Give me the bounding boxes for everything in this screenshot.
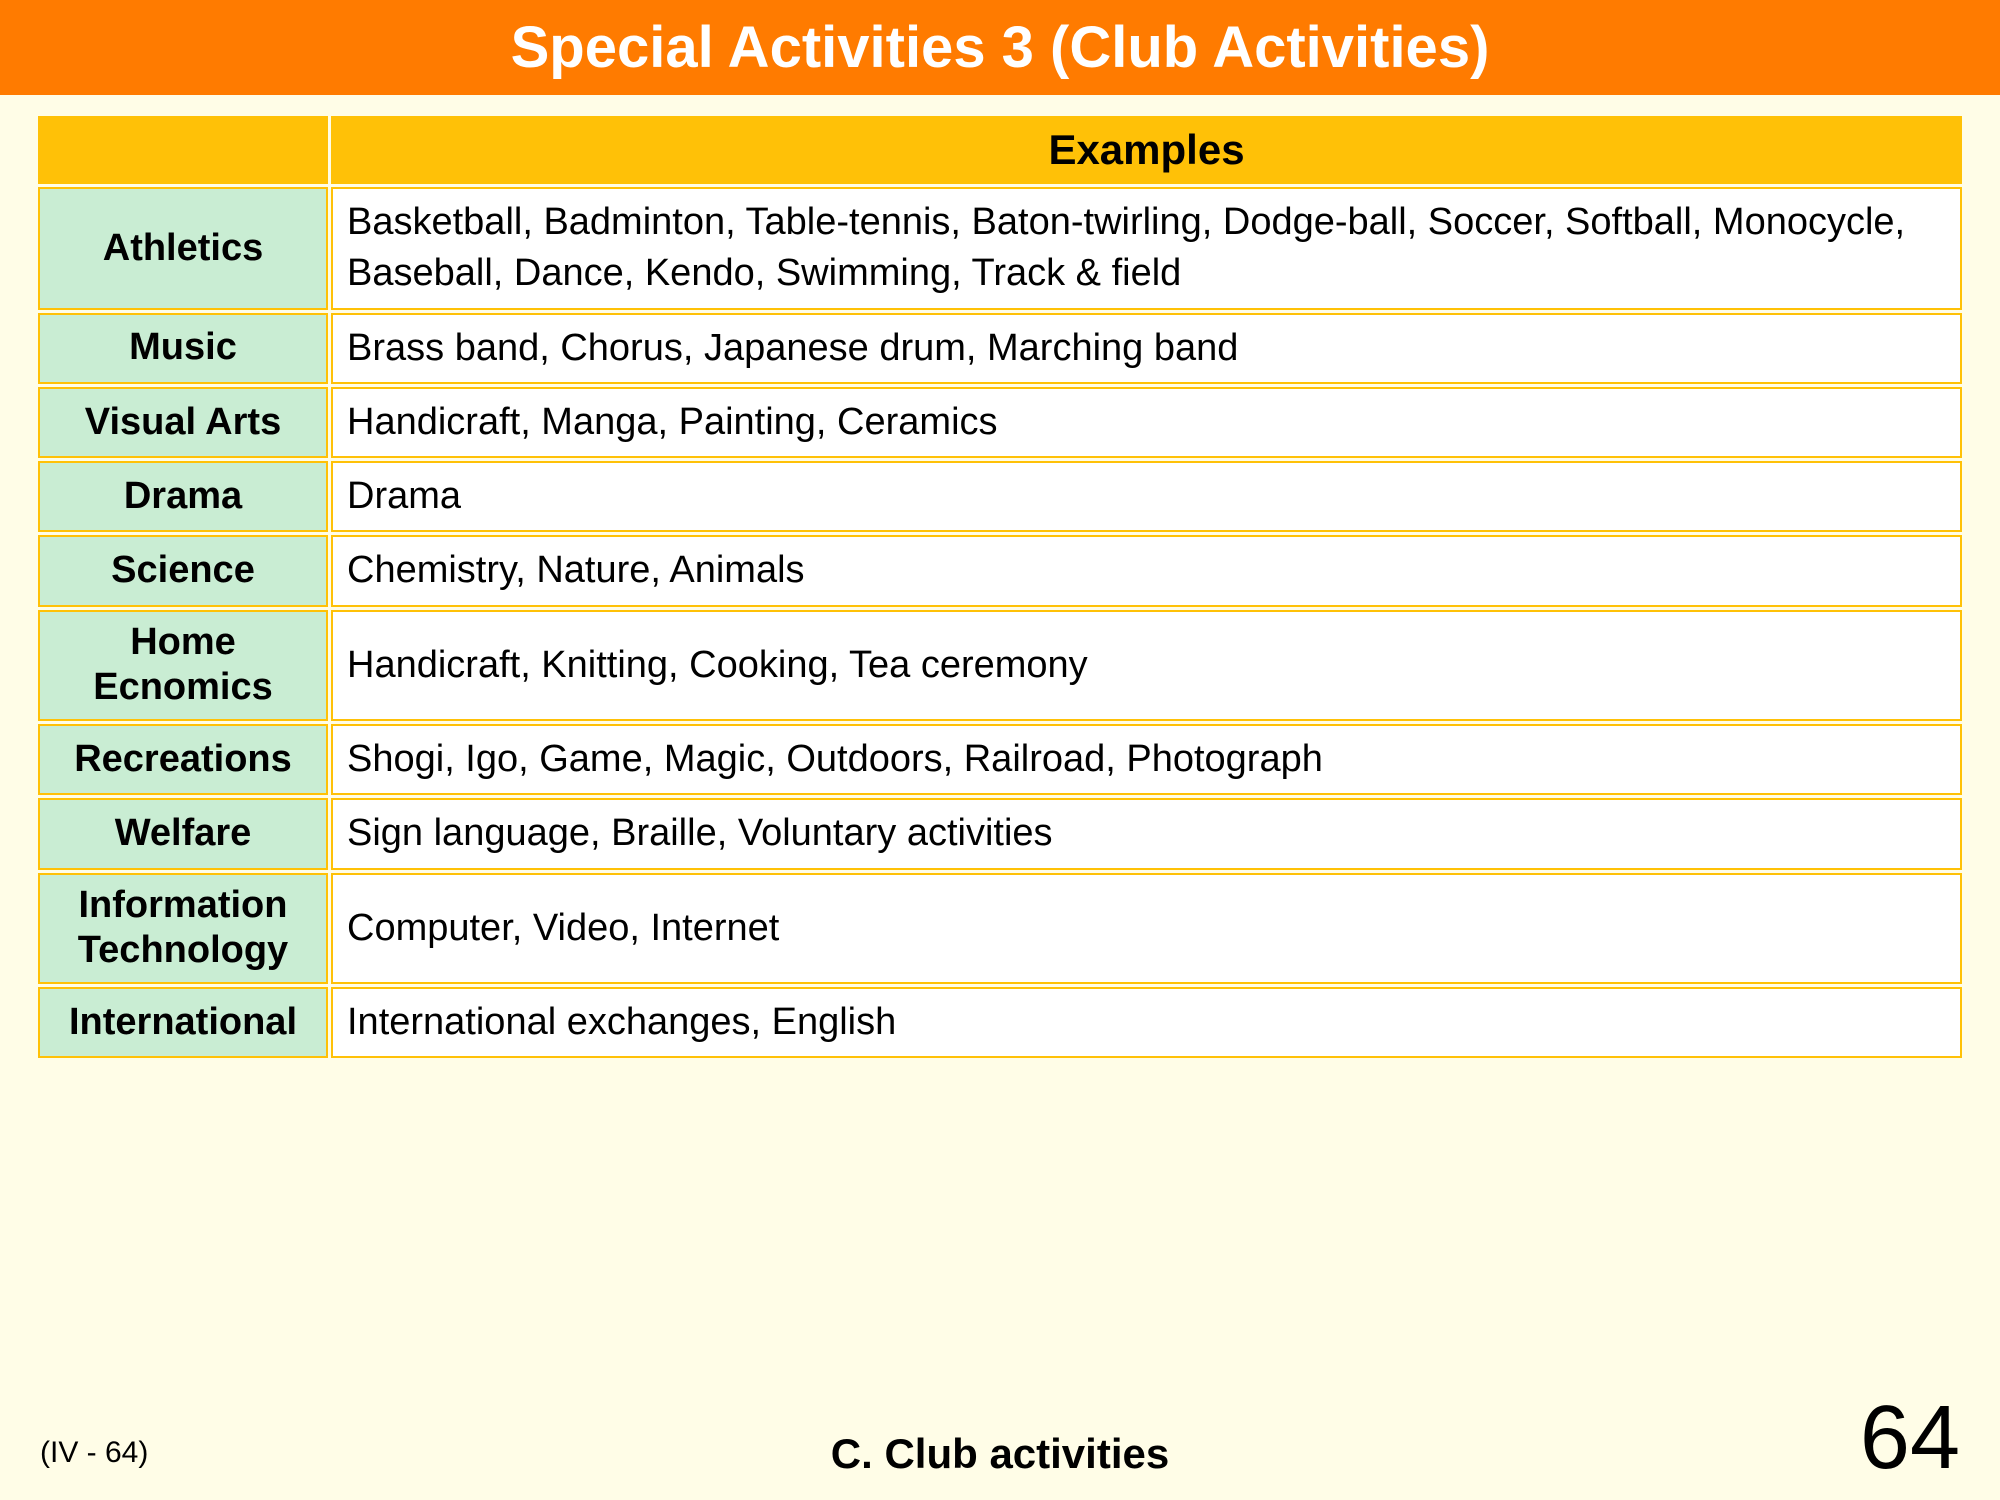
header-bar: Special Activities 3 (Club Activities) <box>0 0 2000 95</box>
category-cell: Recreations <box>38 724 328 795</box>
table-row: Music Brass band, Chorus, Japanese drum,… <box>38 313 1962 384</box>
page-title: Special Activities 3 (Club Activities) <box>0 14 2000 81</box>
table-corner-header <box>38 116 328 184</box>
example-cell: International exchanges, English <box>331 987 1962 1058</box>
content-area: Examples Athletics Basketball, Badminton… <box>0 95 2000 1061</box>
example-cell: Handicraft, Manga, Painting, Ceramics <box>331 387 1962 458</box>
category-cell: Science <box>38 535 328 606</box>
table-row: Visual Arts Handicraft, Manga, Painting,… <box>38 387 1962 458</box>
category-cell: International <box>38 987 328 1058</box>
table-row: Welfare Sign language, Braille, Voluntar… <box>38 798 1962 869</box>
table-row: International International exchanges, E… <box>38 987 1962 1058</box>
table-row: Recreations Shogi, Igo, Game, Magic, Out… <box>38 724 1962 795</box>
example-cell: Shogi, Igo, Game, Magic, Outdoors, Railr… <box>331 724 1962 795</box>
example-cell: Brass band, Chorus, Japanese drum, March… <box>331 313 1962 384</box>
footer-center-label: C. Club activities <box>831 1430 1169 1478</box>
example-cell: Sign language, Braille, Voluntary activi… <box>331 798 1962 869</box>
category-cell: Drama <box>38 461 328 532</box>
page-number: 64 <box>1860 1387 1960 1490</box>
example-cell: Drama <box>331 461 1962 532</box>
example-cell: Chemistry, Nature, Animals <box>331 535 1962 606</box>
example-cell: Basketball, Badminton, Table-tennis, Bat… <box>331 187 1962 310</box>
category-cell: Visual Arts <box>38 387 328 458</box>
footer-left-label: (IV - 64) <box>40 1436 148 1470</box>
category-cell: Welfare <box>38 798 328 869</box>
category-cell: Information Technology <box>38 873 328 984</box>
category-cell: Home Ecnomics <box>38 610 328 721</box>
category-cell: Music <box>38 313 328 384</box>
table-row: Drama Drama <box>38 461 1962 532</box>
table-row: Home Ecnomics Handicraft, Knitting, Cook… <box>38 610 1962 721</box>
activities-table: Examples Athletics Basketball, Badminton… <box>35 113 1965 1061</box>
example-cell: Handicraft, Knitting, Cooking, Tea cerem… <box>331 610 1962 721</box>
table-row: Science Chemistry, Nature, Animals <box>38 535 1962 606</box>
table-examples-header: Examples <box>331 116 1962 184</box>
category-cell: Athletics <box>38 187 328 310</box>
table-row: Athletics Basketball, Badminton, Table-t… <box>38 187 1962 310</box>
table-row: Information Technology Computer, Video, … <box>38 873 1962 984</box>
example-cell: Computer, Video, Internet <box>331 873 1962 984</box>
